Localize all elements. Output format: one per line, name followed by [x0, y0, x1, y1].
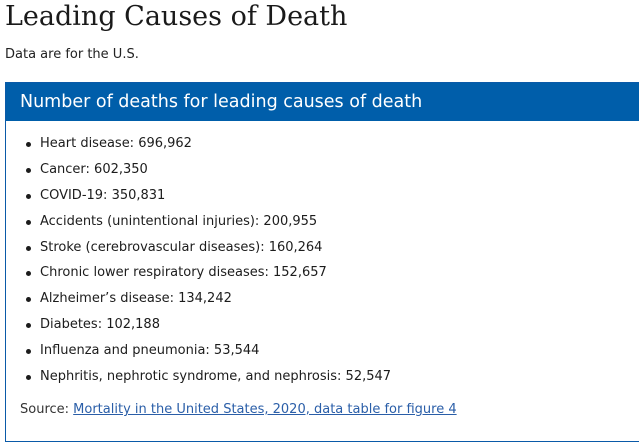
list-item: Nephritis, nephrotic syndrome, and nephr… — [6, 366, 391, 392]
source-label: Source: — [20, 402, 70, 417]
bullet-icon — [26, 193, 31, 199]
list-item-text: Stroke (cerebrovascular diseases): 160,2… — [40, 239, 323, 255]
bullet-icon — [26, 349, 31, 355]
list-item-text: Cancer: 602,350 — [40, 161, 148, 177]
list-item-text: Heart disease: 696,962 — [40, 136, 192, 151]
list-item: Influenza and pneumonia: 53,544 — [6, 340, 391, 366]
source-link[interactable]: Mortality in the United States, 2020, da… — [73, 402, 457, 417]
list-item: Accidents (unintentional injuries): 200,… — [6, 211, 391, 237]
list-item: Alzheimer’s disease: 134,242 — [6, 288, 391, 314]
bullet-icon — [26, 271, 31, 277]
list-item: Heart disease: 696,962 — [6, 133, 391, 159]
list-item: Stroke (cerebrovascular diseases): 160,2… — [6, 237, 391, 263]
list-item-text: Chronic lower respiratory diseases: 152,… — [40, 265, 327, 281]
page-subtitle: Data are for the U.S. — [5, 47, 139, 62]
bullet-icon — [26, 219, 31, 225]
list-item: COVID-19: 350,831 — [6, 185, 391, 211]
bullet-icon — [26, 323, 31, 329]
list-item-text: COVID-19: 350,831 — [40, 187, 166, 203]
cause-list: Heart disease: 696,962 Cancer: 602,350 C… — [6, 133, 391, 392]
bullet-icon — [26, 167, 31, 173]
list-item-text: Alzheimer’s disease: 134,242 — [40, 291, 232, 307]
list-item-text: Influenza and pneumonia: 53,544 — [40, 343, 260, 359]
bullet-icon — [26, 375, 31, 381]
list-item: Chronic lower respiratory diseases: 152,… — [6, 262, 391, 288]
bullet-icon — [26, 245, 31, 251]
list-item: Diabetes: 102,188 — [6, 314, 391, 340]
list-item-text: Nephritis, nephrotic syndrome, and nephr… — [40, 369, 392, 385]
list-item: Cancer: 602,350 — [6, 159, 391, 185]
card-header: Number of deaths for leading causes of d… — [6, 83, 639, 121]
list-item-text: Diabetes: 102,188 — [40, 317, 160, 333]
bullet-icon — [26, 297, 31, 303]
list-item-text: Accidents (unintentional injuries): 200,… — [40, 213, 318, 229]
bullet-icon — [26, 142, 31, 147]
source-line: Source: Mortality in the United States, … — [20, 400, 457, 420]
causes-card: Number of deaths for leading causes of d… — [5, 82, 639, 442]
page-title: Leading Causes of Death — [5, 1, 348, 32]
